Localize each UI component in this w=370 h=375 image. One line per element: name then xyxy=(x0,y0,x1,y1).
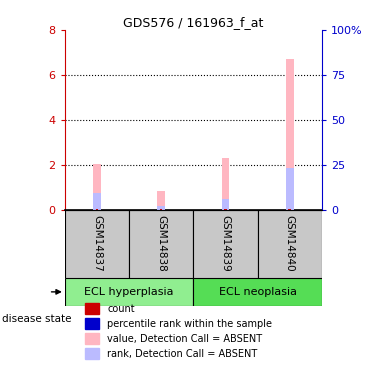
Bar xyxy=(224,209,227,210)
Bar xyxy=(222,158,229,210)
Bar xyxy=(85,303,100,314)
Text: rank, Detection Call = ABSENT: rank, Detection Call = ABSENT xyxy=(107,349,258,358)
Text: GSM14837: GSM14837 xyxy=(92,215,102,272)
Bar xyxy=(289,209,291,210)
Bar xyxy=(194,278,322,306)
Text: ECL hyperplasia: ECL hyperplasia xyxy=(84,287,174,297)
Bar xyxy=(129,210,194,278)
Text: GSM14840: GSM14840 xyxy=(285,216,295,272)
Bar xyxy=(286,168,294,210)
Bar xyxy=(85,318,100,329)
Text: ECL neoplasia: ECL neoplasia xyxy=(219,287,297,297)
Bar xyxy=(160,209,162,210)
Bar xyxy=(157,206,165,210)
Bar xyxy=(85,333,100,344)
Text: count: count xyxy=(107,304,135,314)
Title: GDS576 / 161963_f_at: GDS576 / 161963_f_at xyxy=(123,16,263,29)
Bar xyxy=(286,59,294,210)
Bar xyxy=(194,210,258,278)
Text: value, Detection Call = ABSENT: value, Detection Call = ABSENT xyxy=(107,334,262,344)
Text: disease state: disease state xyxy=(2,315,71,324)
Text: GSM14839: GSM14839 xyxy=(221,215,231,272)
Bar xyxy=(157,191,165,210)
Bar xyxy=(258,210,322,278)
Bar xyxy=(93,194,101,210)
Bar xyxy=(95,209,98,210)
Bar xyxy=(65,210,129,278)
Bar xyxy=(65,278,194,306)
Bar xyxy=(93,164,101,210)
Bar xyxy=(222,199,229,210)
Text: GSM14838: GSM14838 xyxy=(156,215,166,272)
Bar xyxy=(85,348,100,359)
Text: percentile rank within the sample: percentile rank within the sample xyxy=(107,319,272,329)
